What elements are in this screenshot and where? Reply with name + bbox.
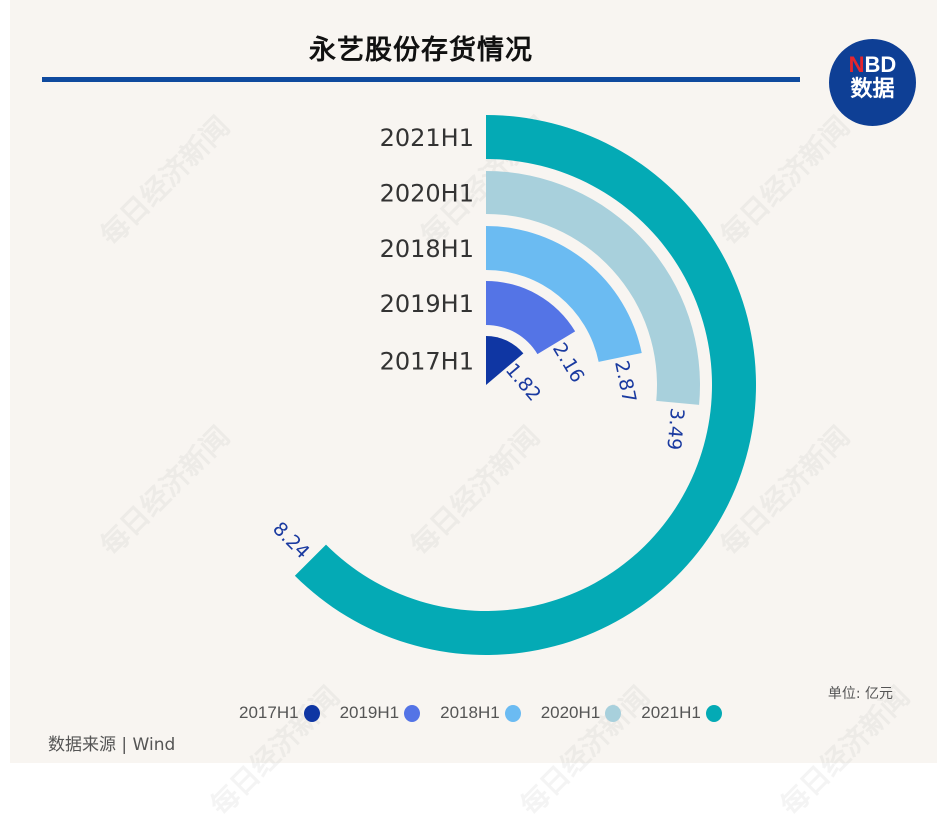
bar-2020H1 [486,171,700,405]
page-title: 永艺股份存货情况 [309,35,533,66]
legend-item-2018H1[interactable]: 2018H1 [440,703,521,723]
category-label: 2019H1 [380,290,474,318]
value-label: 8.24 [268,518,313,563]
value-label: 3.49 [662,407,688,451]
legend-dot-icon [404,704,421,722]
legend-label: 2017H1 [239,703,299,722]
radial-bar-chart: 2017H1 1.822019H12.162018H12.872020H13.49… [268,115,757,656]
value-label: 2.87 [610,359,640,405]
legend-item-2017H1[interactable]: 2017H1 [239,703,320,723]
legend-dot-icon [705,704,722,722]
category-label: 2021H1 [380,124,474,152]
legend-label: 2018H1 [440,703,500,722]
logo-data-text: 数据 [850,77,895,102]
legend-dot-icon [303,704,320,722]
title-divider [42,77,800,82]
legend-label: 2020H1 [540,703,601,722]
logo-n: N [848,52,865,77]
legend: 2017H1 2019H1 2018H1 2020H1 2021H1 [239,701,742,725]
legend-dot-icon [504,704,521,722]
bar-2017H1 [486,336,524,385]
category-label: 2018H1 [380,235,474,263]
bar-2018H1 [486,226,642,362]
bar-2019H1 [486,281,576,355]
category-label: 2017H1 [380,348,474,376]
logo-bd: BD [864,52,897,77]
legend-item-2021H1[interactable]: 2021H1 [641,703,722,723]
unit-label: 单位: 亿元 [827,686,893,702]
value-label: 2.16 [548,339,589,387]
category-label: 2020H1 [380,180,474,208]
legend-item-2020H1[interactable]: 2020H1 [541,703,622,723]
legend-item-2019H1[interactable]: 2019H1 [340,703,421,723]
bar-2021H1 [294,115,757,656]
legend-label: 2019H1 [339,703,400,722]
legend-dot-icon [605,704,622,722]
nbd-logo: NBD 数据 [829,39,916,126]
data-source: 数据来源 | Wind [48,735,176,755]
legend-label: 2021H1 [641,703,701,722]
